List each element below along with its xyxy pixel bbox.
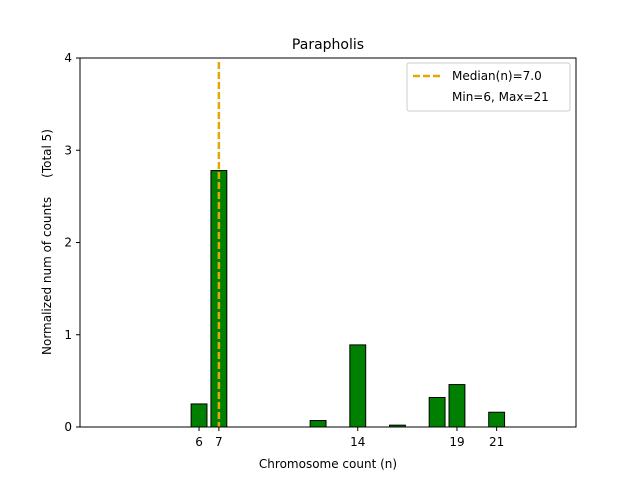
legend-entry-median: Median(n)=7.0 [452,69,542,83]
y-tick-label: 2 [64,236,72,250]
chart-title: Parapholis [292,37,364,53]
bar-21 [488,411,506,428]
bar-6 [190,403,208,428]
x-tick-label: 21 [489,435,504,449]
x-ticks: 6 7 14 19 21 [195,427,504,449]
bar-12 [309,420,327,428]
x-axis-label: Chromosome count (n) [259,457,397,471]
bar-18 [428,396,446,428]
y-tick-label: 4 [64,51,72,65]
bar-14 [349,344,367,428]
bar-19 [448,384,466,428]
plot-frame [79,57,577,428]
x-tick-label: 19 [449,435,464,449]
y-tick-label: 3 [64,143,72,157]
bars-group [190,170,506,428]
legend-box [406,62,571,112]
legend-entry-minmax: Min=6, Max=21 [452,90,549,104]
legend: Median(n)=7.0 Min=6, Max=21 [406,62,571,112]
y-tick-label: 1 [64,328,72,342]
y-axis-label: Normalized num of counts (Total 5) [40,129,54,355]
y-ticks: 0 1 2 3 4 [64,51,80,434]
x-tick-label: 6 [195,435,203,449]
y-tick-label: 0 [64,420,72,434]
x-tick-label: 14 [350,435,365,449]
x-tick-label: 7 [215,435,223,449]
